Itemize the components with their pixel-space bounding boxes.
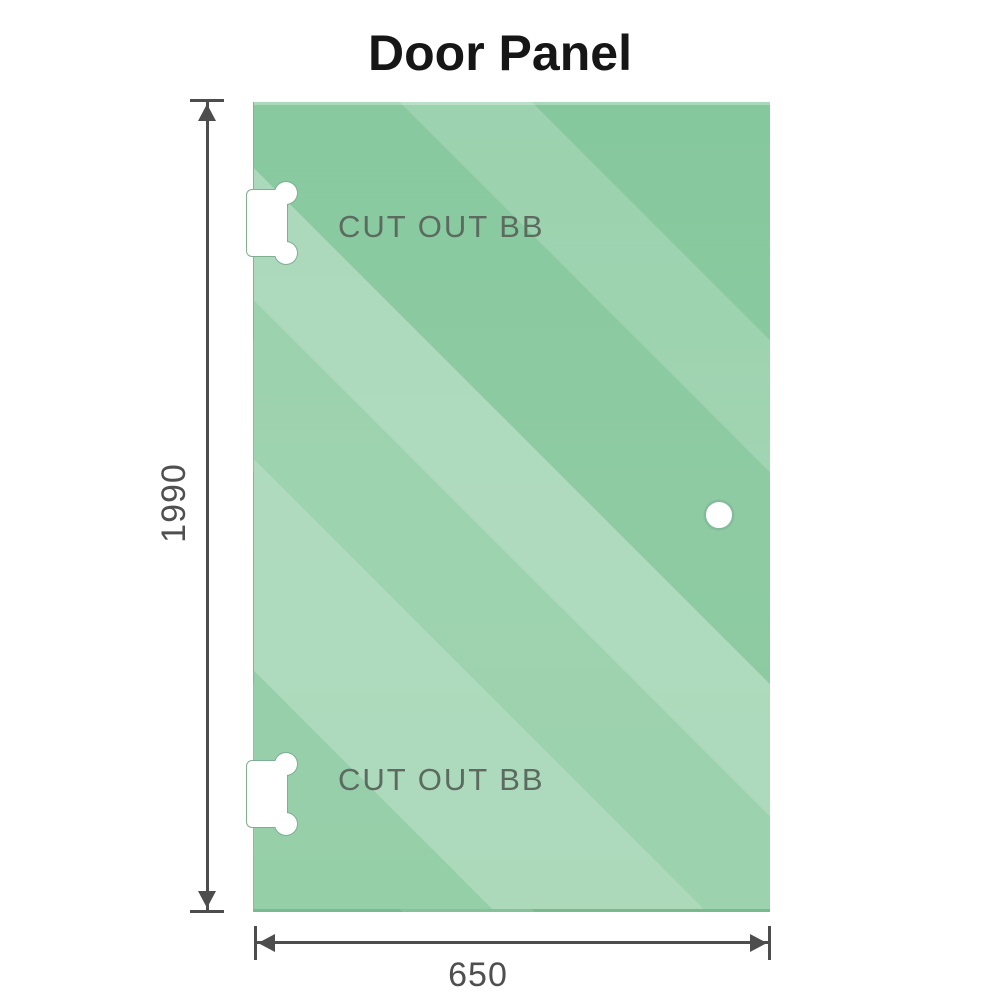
hinge-cutout-bottom-icon — [246, 752, 298, 836]
arrow-up-icon — [198, 104, 216, 121]
cutout-label-bottom: CUT OUT BB — [338, 762, 545, 797]
width-dimension-label: 650 — [448, 956, 508, 994]
width-dimension-tick-left — [254, 926, 257, 960]
hinge-cutout-top-icon — [246, 181, 298, 265]
arrow-down-icon — [198, 891, 216, 908]
width-dimension-tick-right — [768, 926, 771, 960]
height-dimension-tick-top — [190, 99, 224, 102]
handle-hole-icon — [704, 500, 734, 530]
arrow-right-icon — [750, 933, 767, 952]
glass-panel — [253, 102, 770, 912]
height-dimension-label: 1990 — [155, 463, 193, 543]
page-title: Door Panel — [368, 25, 632, 81]
cutout-label-top: CUT OUT BB — [338, 209, 545, 244]
height-dimension-line — [206, 100, 209, 912]
width-dimension-line — [255, 941, 770, 944]
height-dimension-tick-bottom — [190, 910, 224, 913]
arrow-left-icon — [258, 933, 275, 952]
